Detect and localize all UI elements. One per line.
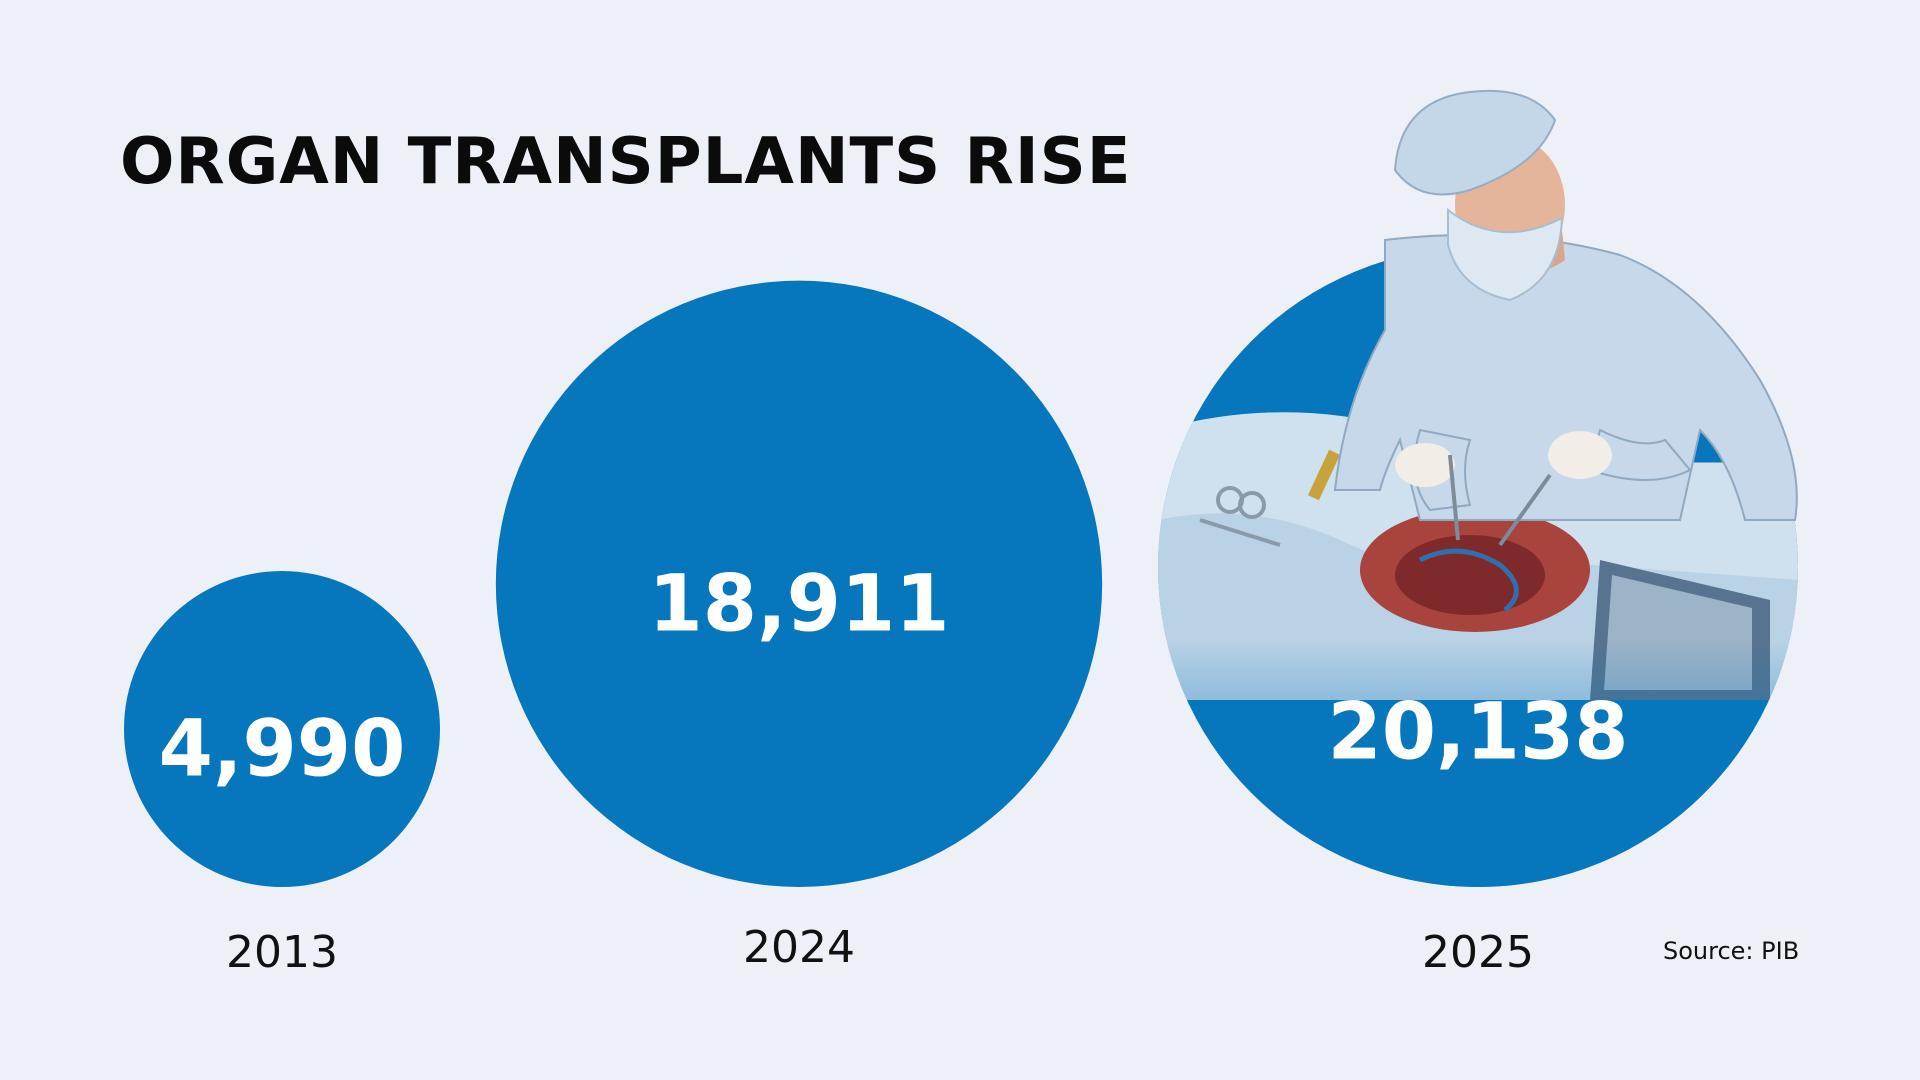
bubble-2013 — [124, 571, 440, 887]
year-label-2013: 2013 — [226, 927, 338, 978]
bubble-2024 — [495, 280, 1103, 887]
value-label-2025: 20,138 — [1328, 687, 1629, 777]
year-label-2024: 2024 — [743, 922, 855, 973]
value-label-2024: 18,911 — [649, 559, 950, 649]
year-label-2025: 2025 — [1422, 927, 1534, 978]
chart-title: ORGAN TRANSPLANTS RISE — [120, 125, 1132, 199]
source-note: Source: PIB — [1663, 937, 1800, 965]
value-label-2013: 4,990 — [159, 704, 406, 794]
